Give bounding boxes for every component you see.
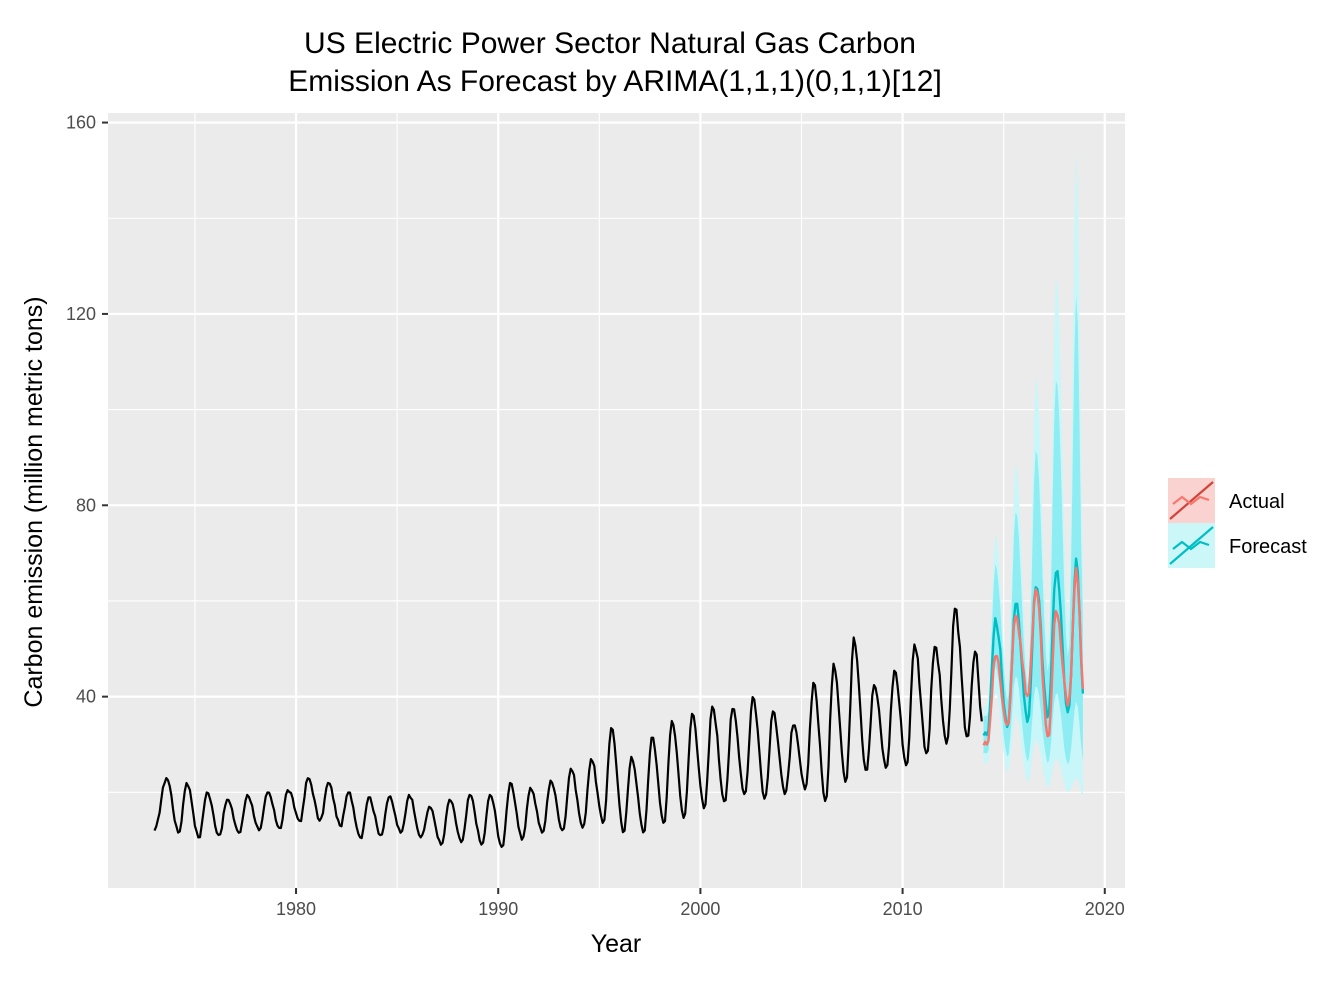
chart-title-line-2: Emission As Forecast by ARIMA(1,1,1)(0,1… <box>288 65 942 98</box>
series-historical-line <box>153 607 983 848</box>
x-tick-label-2000: 2000 <box>680 899 720 919</box>
y-tick-label-80: 80 <box>76 495 96 515</box>
x-tick-label-1980: 1980 <box>276 899 316 919</box>
legend: Actual Forecast <box>1168 478 1307 568</box>
forecast-band-80 <box>983 295 1083 765</box>
legend-entry-forecast: Forecast <box>1168 523 1307 568</box>
chart-title-line-1: US Electric Power Sector Natural Gas Car… <box>304 27 916 60</box>
y-axis-title: Carbon emission (million metric tons) <box>20 296 48 707</box>
legend-key-diagonal-forecast <box>1169 526 1214 565</box>
grid-minor <box>108 113 1125 888</box>
y-tick-label-160: 160 <box>66 113 96 133</box>
y-tick-label-120: 120 <box>66 304 96 324</box>
legend-label-forecast: Forecast <box>1229 536 1307 558</box>
legend-key-line-actual <box>1172 495 1210 506</box>
y-axis-ticks: 40 80 120 160 <box>66 113 108 707</box>
grid-major <box>108 113 1125 888</box>
x-tick-label-2010: 2010 <box>883 899 923 919</box>
band-80-area <box>983 295 1083 765</box>
legend-key-diagonal-actual <box>1169 481 1214 520</box>
y-tick-label-40: 40 <box>76 687 96 707</box>
legend-label-actual: Actual <box>1229 491 1285 513</box>
x-tick-label-1990: 1990 <box>478 899 518 919</box>
legend-entry-actual: Actual <box>1168 478 1285 523</box>
x-tick-label-2020: 2020 <box>1085 899 1125 919</box>
x-axis-ticks: 1980 1990 2000 2010 2020 <box>276 888 1125 919</box>
legend-key-line-forecast <box>1172 540 1210 551</box>
series-actual-line <box>982 566 1085 746</box>
x-axis-title: Year <box>591 930 642 958</box>
